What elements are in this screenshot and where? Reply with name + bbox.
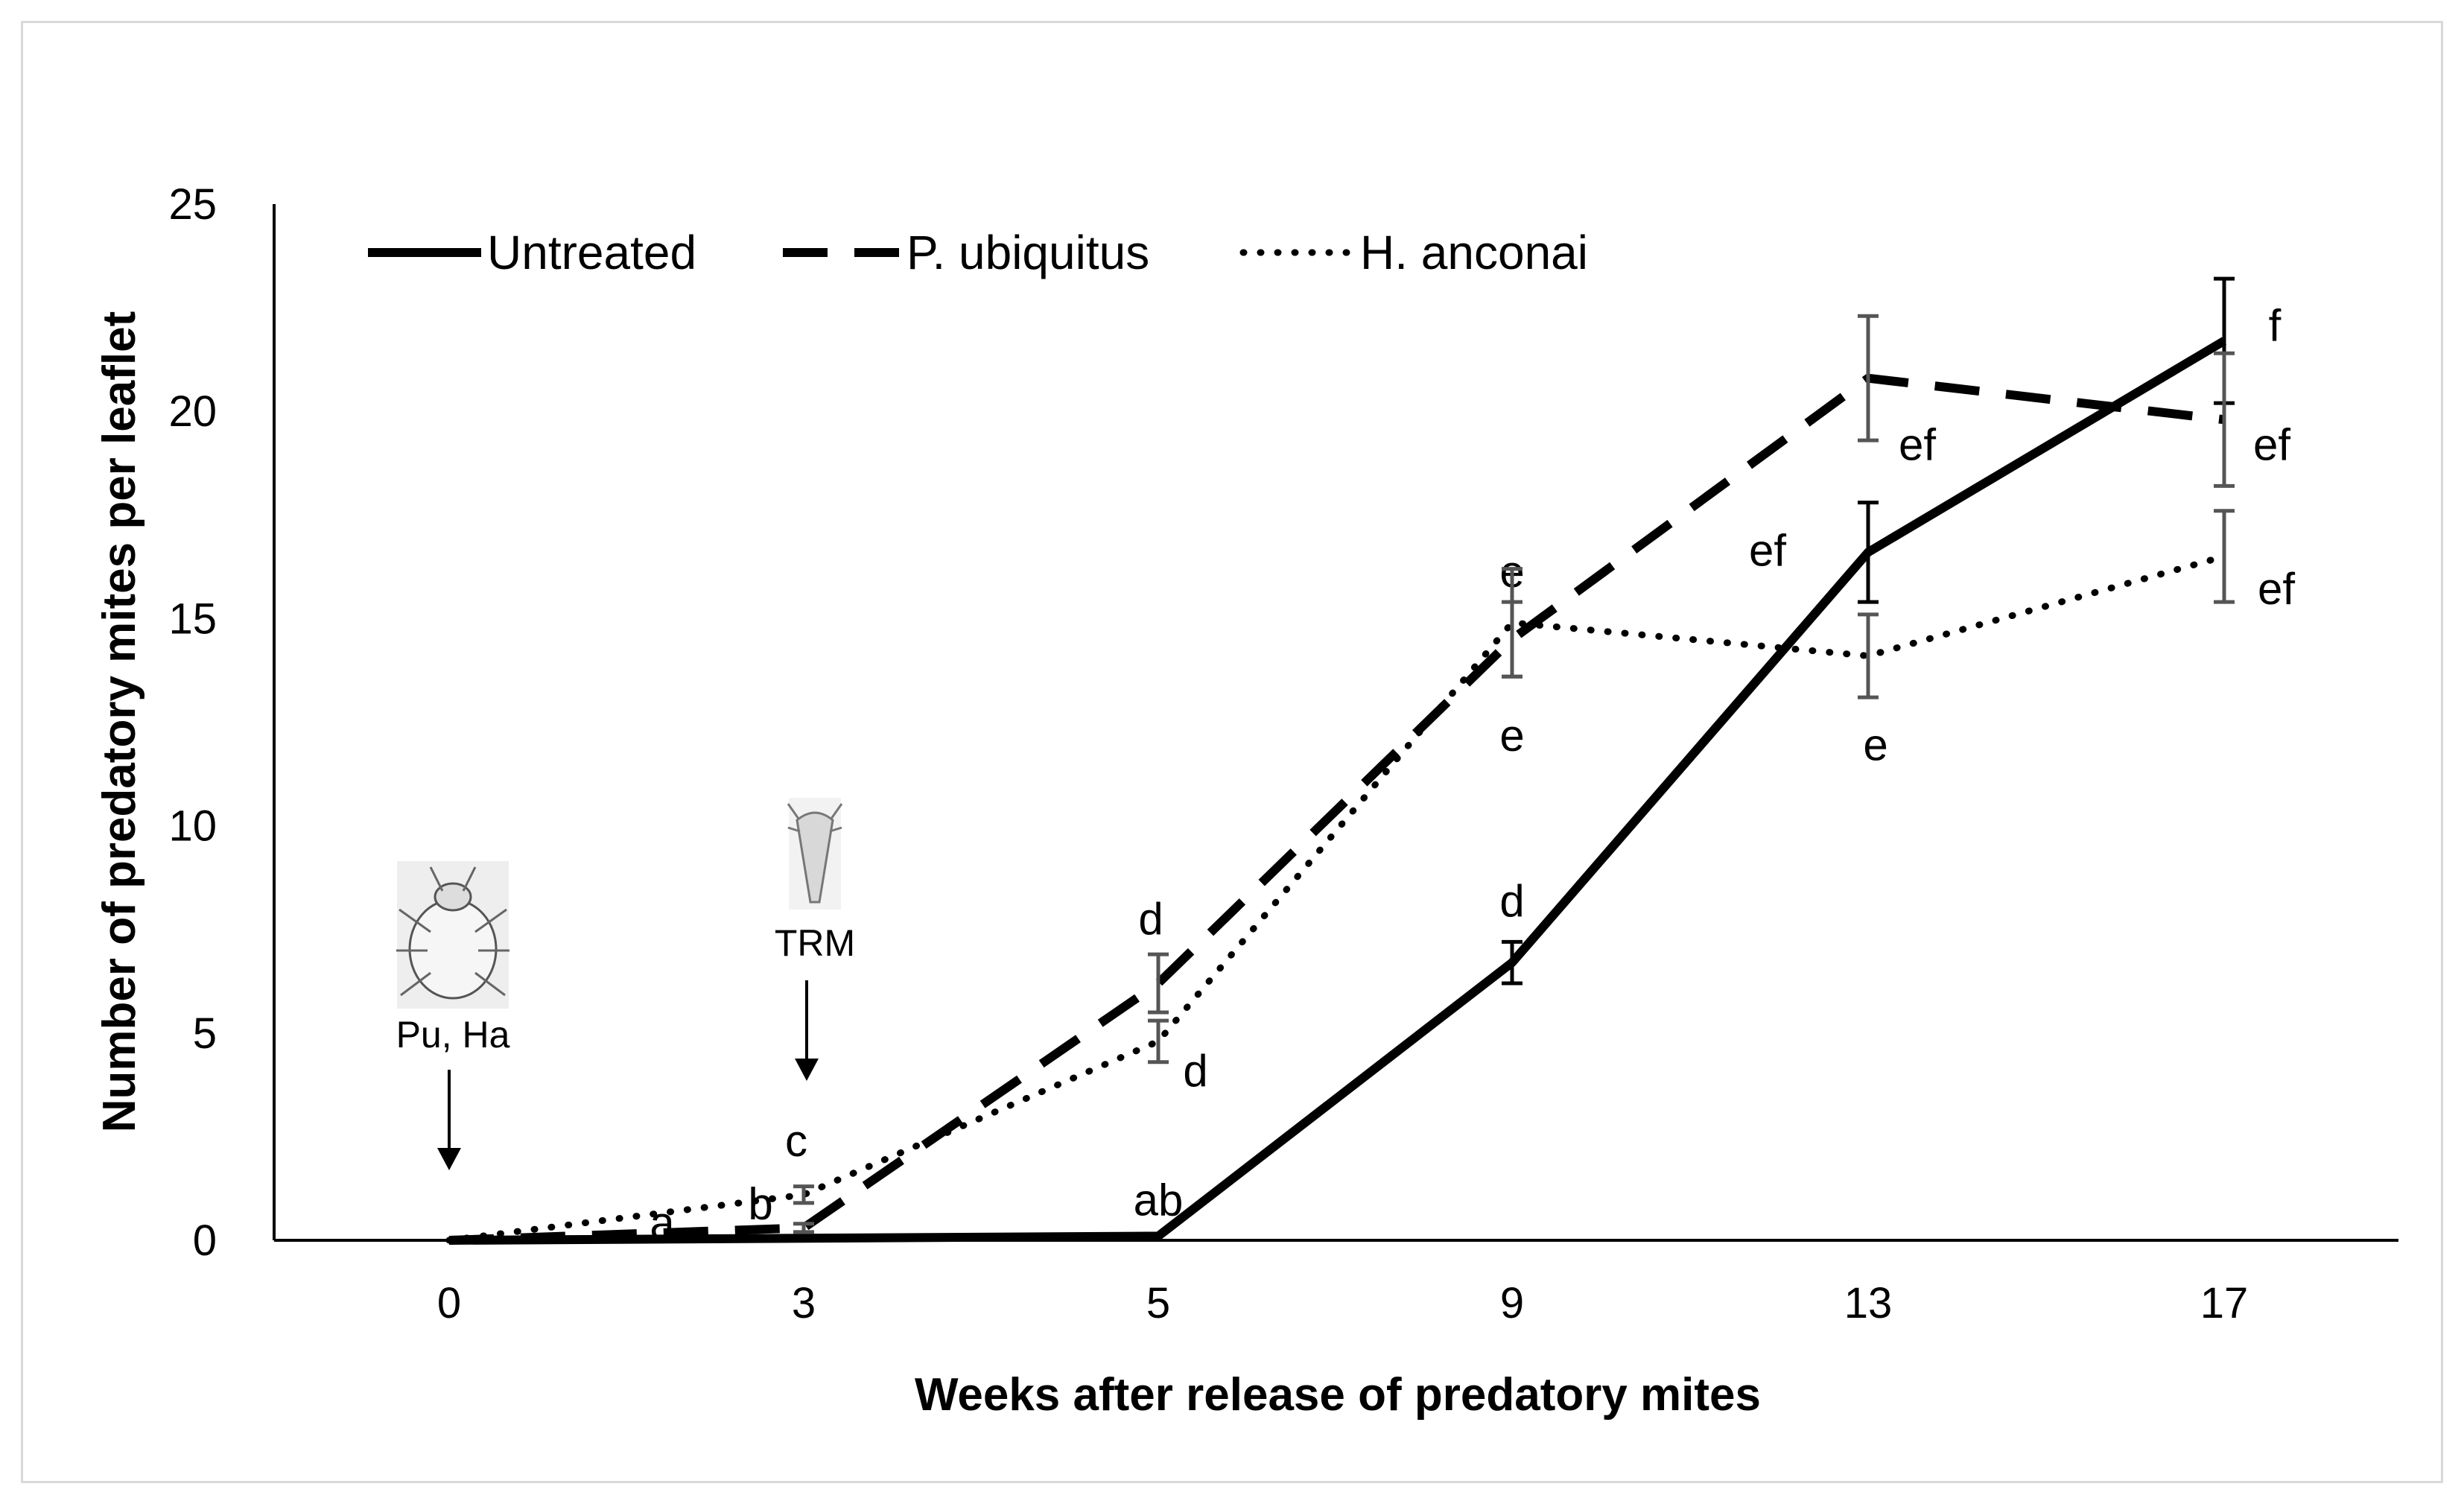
x-tick-label: 5 [1146,1279,1170,1327]
legend-label: Untreated [487,226,696,279]
error-bar [2214,351,2235,488]
mite-leg [429,866,444,892]
y-tick-label: 25 [168,180,217,229]
error-bar [1502,567,1522,679]
arrow-head-icon [437,1148,461,1170]
error-bar [1502,939,1522,986]
x-tick-labels: 0 3 5 9 13 17 [437,1279,2248,1327]
mite-leg [474,971,506,997]
y-tick-labels: 0 5 10 15 20 25 [168,180,217,1265]
series-line [448,337,2227,1245]
annotation-label: Pu, Ha [396,1014,510,1056]
significance-label: ef [2253,419,2290,469]
mite-body [408,898,498,1000]
y-axis-title: Number of predatory mites per leaflet [94,311,145,1133]
legend-item: P. ubiquitus [783,226,1149,279]
mite-leg [399,908,431,933]
significance-label: d [1499,876,1524,926]
series-h-anconai: c d e e ef [445,509,2295,1244]
russet-mite-leg [830,803,843,819]
error-bar [793,1184,814,1205]
significance-label: ef [1899,420,1936,470]
error-bar [1858,612,1879,699]
legend: Untreated P. ubiquitus H. anconai [368,226,1588,279]
russet-mite-leg [787,803,800,819]
x-tick-label: 17 [2200,1279,2249,1327]
russet-mite-icon [787,798,843,910]
error-bar [2214,509,2235,604]
predatory-mite-icon [396,861,509,1009]
russet-mite-leg [829,826,842,833]
significance-label: f [2269,301,2282,351]
russet-mite-body [796,811,834,904]
y-tick-label: 10 [168,802,217,851]
error-bar [1148,1018,1169,1064]
significance-label: d [1138,894,1163,944]
error-bar [793,1222,814,1234]
x-tick-label: 13 [1844,1279,1893,1327]
significance-label: a [650,1198,675,1248]
legend-label: H. anconai [1360,226,1588,279]
x-axis-title: Weeks after release of predatory mites [915,1369,1761,1421]
y-tick-label: 5 [193,1009,217,1058]
y-tick-label: 15 [168,594,217,643]
series-line [445,553,2228,1244]
y-tick-label: 20 [168,387,217,436]
line-chart: 0 5 10 15 20 25 0 3 5 9 13 17 Weeks after release … [94,180,2398,1421]
series-untreated: a ab d ef f [448,276,2282,1248]
x-tick-label: 9 [1500,1279,1524,1327]
series-p-ubiquitus: b d e ef ef [448,314,2290,1245]
significance-label: ab [1134,1175,1184,1225]
annotation-label: TRM [775,922,855,964]
significance-label: ef [2258,564,2295,614]
series-group: aabdeffbdeefefcdeeef [445,276,2295,1248]
significance-label: e [1863,720,1887,770]
mite-head [434,882,472,912]
mite-leg [462,866,477,892]
significance-label: ef [1749,525,1786,575]
annotation-pu-ha: Pu, Ha [396,861,510,1170]
error-bar [1858,314,1879,442]
annotation-trm: TRM [775,798,855,1081]
significance-label: e [1499,711,1524,761]
error-bar [1858,501,1879,604]
russet-mite-leg [787,826,801,833]
series-line [448,373,2225,1245]
x-tick-label: 3 [792,1279,816,1327]
error-bar [1148,952,1169,1015]
x-tick-label: 0 [437,1279,461,1327]
legend-item: H. anconai [1239,226,1588,279]
axes [273,204,2398,1242]
release-annotations: Pu, Ha TRM [396,798,855,1170]
significance-label: d [1183,1046,1207,1096]
y-tick-label: 0 [193,1216,217,1265]
mite-leg [400,971,431,997]
significance-label: b [748,1178,772,1228]
arrow-head-icon [795,1059,819,1081]
chart-frame: 0 5 10 15 20 25 0 3 5 9 13 17 Weeks after release … [21,21,2443,1483]
legend-item: Untreated [368,226,696,279]
significance-label: c [785,1116,807,1166]
mite-leg [474,908,507,933]
legend-label: P. ubiquitus [906,226,1149,279]
